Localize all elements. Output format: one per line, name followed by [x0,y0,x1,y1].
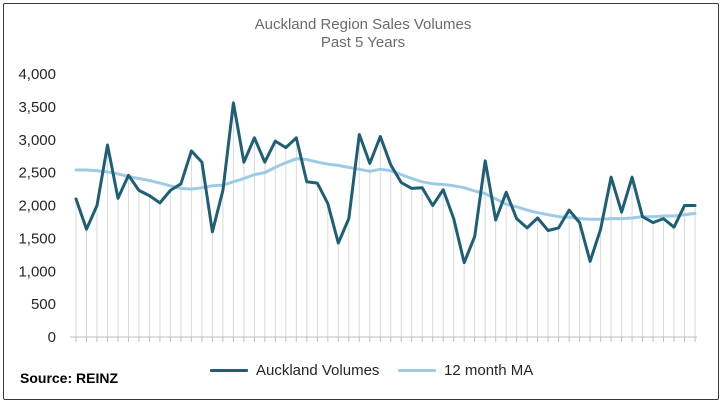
y-tick-label: 2,000 [18,198,56,215]
y-tick-label: 1,000 [18,263,56,280]
legend-swatch-auckland-volumes [210,369,248,372]
legend-label-auckland-volumes: Auckland Volumes [256,362,380,379]
y-tick-label: 4,000 [18,66,56,83]
series-line-auckland-volumes [74,101,697,265]
chart-legend: Auckland Volumes 12 month MA [0,362,726,382]
chart-frame [3,3,719,400]
legend-swatch-12-month-ma [398,369,436,372]
y-tick-label: 500 [31,296,56,313]
legend-item-auckland-volumes: Auckland Volumes [210,362,379,379]
source-label: Source: REINZ [20,370,119,386]
y-tick-label: 0 [48,329,56,346]
y-tick-label: 3,500 [18,99,56,116]
legend-item-12-month-ma: 12 month MA [398,362,533,379]
y-tick-label: 3,000 [18,132,56,149]
y-tick-label: 1,500 [18,230,56,247]
chart-title: Auckland Region Sales Volumes [254,16,472,33]
y-tick-label: 2,500 [18,165,56,182]
legend-label-12-month-ma: 12 month MA [444,362,534,379]
series-line-12-month-ma [74,157,697,221]
chart-subtitle: Past 5 Years [320,34,406,51]
